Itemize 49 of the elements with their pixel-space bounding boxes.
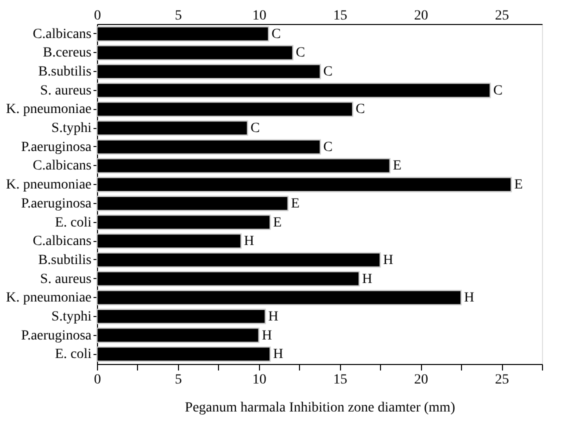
y-tick-label: P.aeruginosa: [21, 196, 92, 212]
y-tick-label: C.albicans: [32, 158, 92, 174]
x-tick-label: 10: [252, 8, 266, 24]
data-label: H: [464, 290, 474, 306]
data-label: C: [296, 46, 306, 61]
y-tick-label: B.cereus: [42, 46, 92, 61]
y-tick-label: B.subtilis: [38, 252, 92, 268]
y-tick-label: S.typhi: [51, 121, 92, 136]
data-label: H: [273, 347, 284, 362]
y-tick-label: E. coli: [54, 215, 92, 230]
y-tick-label: C.albicans: [32, 234, 92, 250]
x2-tick-label: 20: [414, 372, 428, 388]
x-axis-title: Peganum harmala Inhibition zone diamter (mm): [184, 400, 456, 416]
x2-tick-label: 0: [94, 372, 101, 388]
y-tick-label: S. aureus: [40, 272, 92, 287]
x2-tick-label: 25: [495, 372, 510, 388]
x2-tick-label: 5: [174, 372, 182, 388]
y-tick-label: P.aeruginosa: [21, 140, 92, 155]
data-label: C: [250, 121, 260, 136]
y-tick-label: B.subtilis: [38, 64, 92, 80]
data-label: H: [244, 234, 254, 250]
data-label: E: [290, 196, 300, 212]
data-label: H: [268, 309, 278, 324]
x2-tick-label: 10: [252, 372, 266, 388]
data-label: C: [493, 83, 503, 98]
x-tick-label: 20: [414, 8, 428, 24]
data-label: C: [272, 26, 281, 42]
data-label: H: [262, 328, 272, 344]
y-tick-label: K. pneumoniae: [6, 290, 92, 306]
y-tick-label: E. coli: [54, 347, 92, 362]
y-tick-label: S. aureus: [40, 83, 92, 98]
x-tick-label: 5: [174, 8, 182, 24]
data-label: E: [392, 158, 402, 174]
y-tick-label: P.aeruginosa: [21, 328, 92, 344]
x2-tick-label: 15: [333, 372, 348, 388]
y-tick-label: K. pneumoniae: [6, 102, 92, 118]
x-tick-label: 25: [495, 8, 510, 24]
data-label: E: [273, 215, 282, 230]
y-tick-label: C.albicans: [32, 26, 92, 42]
data-label: C: [323, 140, 333, 155]
x-tick-label: 15: [333, 8, 348, 24]
data-label: E: [514, 178, 523, 193]
y-tick-label: K. pneumoniae: [6, 178, 92, 193]
data-label: C: [356, 102, 366, 118]
data-label: C: [323, 64, 333, 80]
x-tick-label: 0: [94, 8, 101, 24]
data-label: H: [362, 272, 372, 287]
y-tick-label: S.typhi: [51, 309, 92, 324]
data-label: H: [383, 252, 394, 268]
